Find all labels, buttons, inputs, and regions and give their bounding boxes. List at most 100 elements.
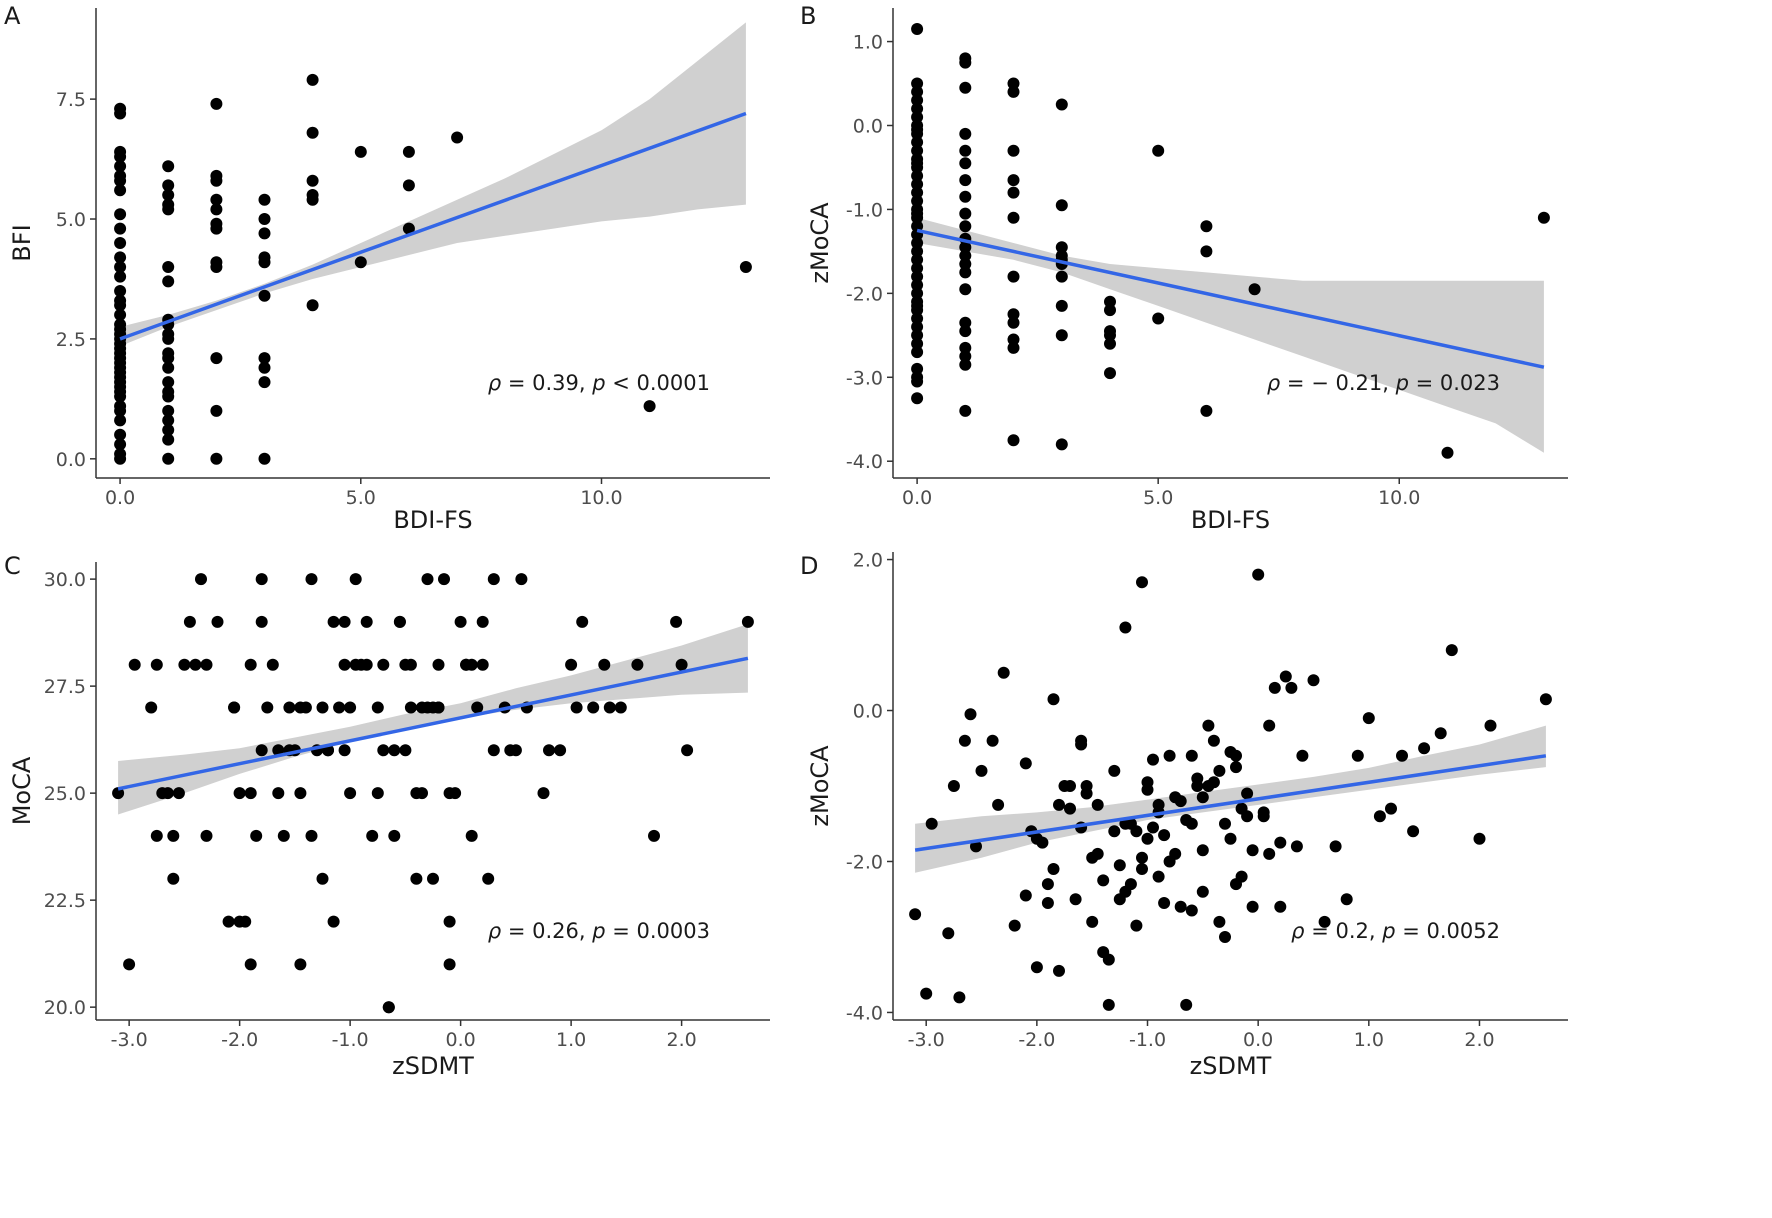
data-point [233, 787, 246, 800]
data-point [1007, 211, 1020, 224]
data-point [1047, 693, 1060, 706]
data-point [443, 958, 456, 971]
data-point [1104, 295, 1116, 308]
data-point [244, 958, 257, 971]
data-point [150, 829, 163, 842]
y-tick-label: -1.0 [846, 199, 883, 221]
data-point [587, 701, 600, 714]
panel-letter: C [4, 552, 21, 580]
data-point [959, 266, 972, 279]
data-point [992, 798, 1005, 811]
data-point [150, 658, 163, 671]
data-point [1196, 885, 1209, 898]
y-axis-title: zMoCA [806, 745, 834, 827]
y-tick-label: 2.5 [56, 329, 86, 351]
data-point [1097, 874, 1110, 887]
data-point [471, 701, 484, 714]
data-point [402, 179, 415, 192]
data-point [570, 701, 583, 714]
data-point [959, 258, 972, 270]
data-point [504, 744, 517, 757]
annotation-text: = 0.39, [501, 371, 592, 395]
data-point [258, 227, 271, 240]
data-point [1055, 199, 1068, 212]
annotation-text: = − 0.21, [1280, 371, 1395, 395]
data-point [258, 376, 271, 389]
data-point [1473, 832, 1486, 845]
data-point [210, 404, 223, 417]
data-point [210, 352, 223, 365]
confidence-band [118, 624, 748, 815]
data-point [1202, 719, 1215, 732]
data-point [399, 744, 412, 757]
data-point [959, 350, 972, 363]
data-point [1340, 893, 1353, 906]
data-point [162, 414, 175, 427]
data-point [1246, 844, 1259, 857]
y-tick-label: 7.5 [56, 89, 86, 111]
y-tick-label: 0.0 [56, 449, 86, 471]
data-point [1136, 851, 1148, 864]
data-point [210, 203, 223, 216]
y-tick-label: -4.0 [846, 1002, 883, 1024]
data-point [1329, 840, 1342, 853]
data-point [388, 744, 401, 757]
data-point [1141, 783, 1154, 796]
data-point [515, 573, 528, 586]
data-point [1041, 897, 1054, 909]
x-axis-title: zSDMT [1190, 1052, 1272, 1080]
data-point [244, 787, 257, 800]
x-tick-label: 0.0 [902, 487, 932, 509]
data-point [1539, 693, 1552, 706]
data-point [338, 615, 351, 628]
data-point [178, 658, 191, 671]
data-point [1418, 742, 1431, 755]
y-tick-label: -2.0 [846, 283, 883, 305]
x-axis-title: zSDMT [392, 1052, 474, 1080]
data-point [975, 764, 988, 777]
data-point [258, 256, 271, 269]
data-point [1007, 270, 1020, 283]
data-point [670, 615, 683, 628]
x-tick-label: 0.0 [446, 1029, 476, 1051]
data-point [959, 220, 972, 233]
data-point [1008, 919, 1021, 932]
data-point [200, 829, 213, 842]
data-point [942, 927, 955, 940]
data-point [959, 249, 972, 262]
data-point [1136, 576, 1148, 589]
data-point [1130, 919, 1143, 932]
data-point [1274, 900, 1287, 913]
data-point [1196, 791, 1209, 804]
data-point [1055, 299, 1068, 312]
data-point [1207, 734, 1220, 747]
data-point [1102, 953, 1115, 966]
data-point [1147, 821, 1159, 834]
data-point [114, 308, 127, 321]
data-point [911, 144, 924, 157]
data-point [114, 150, 127, 163]
data-point [410, 787, 423, 800]
data-point [1152, 312, 1165, 325]
correlation-annotation: ρ = 0.39, p < 0.0001 [488, 371, 710, 395]
annotation-text2: = 0.023 [1409, 371, 1500, 395]
annotation-rho: ρ [1267, 371, 1281, 395]
data-point [416, 701, 428, 714]
data-point [675, 658, 688, 671]
data-point [476, 615, 489, 628]
data-point [114, 174, 127, 187]
data-point [1163, 749, 1176, 762]
data-point [1213, 915, 1226, 928]
data-point [1241, 787, 1254, 800]
data-point [460, 658, 473, 671]
data-point [306, 126, 319, 139]
y-axis-title: MoCA [8, 756, 36, 825]
y-axis-title: zMoCA [806, 202, 834, 284]
data-point [911, 94, 924, 107]
y-tick-label: 25.0 [44, 783, 86, 805]
data-point [294, 958, 307, 971]
data-point [1102, 998, 1115, 1011]
data-point [114, 390, 127, 403]
regression-line [117, 656, 749, 791]
data-point [210, 222, 223, 235]
